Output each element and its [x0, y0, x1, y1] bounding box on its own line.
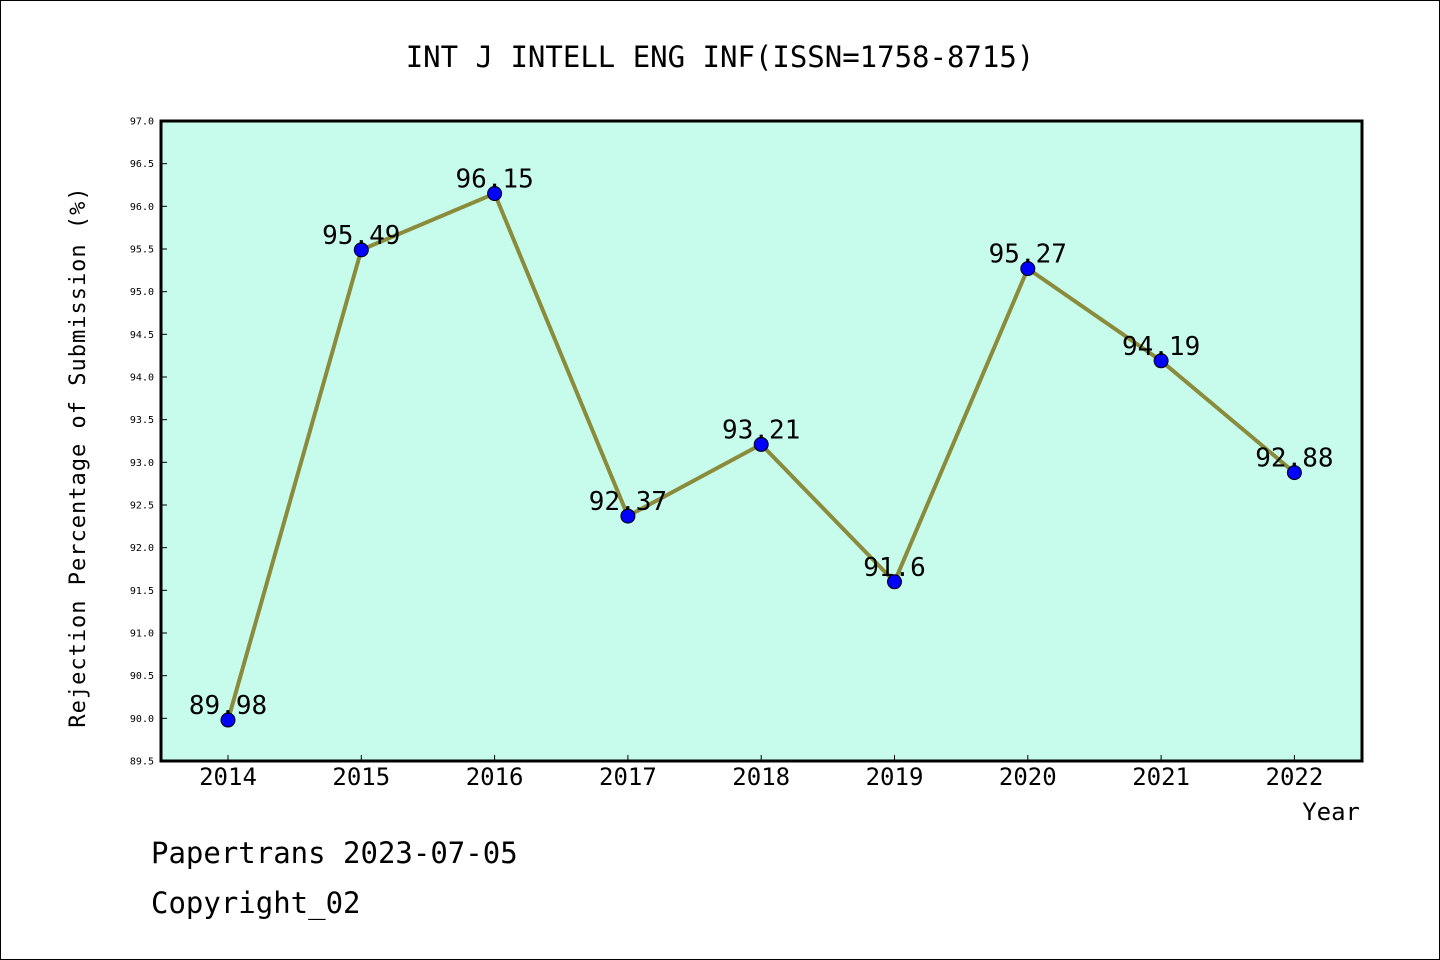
data-label: 94.19 [1122, 332, 1200, 362]
data-label: 92.37 [589, 487, 667, 517]
x-tick-label: 2020 [999, 763, 1057, 791]
y-tick-label: 90.0 [130, 714, 154, 725]
y-axis: 89.5 90.0 90.5 91.0 91.5 92.0 92.5 93.0 93.5 94.0… [130, 117, 167, 768]
y-tick-label: 93.5 [130, 415, 154, 426]
y-tick-label: 90.5 [130, 671, 154, 682]
chart-title: INT J INTELL ENG INF(ISSN=1758-8715) [406, 40, 1035, 74]
data-point-marker [220, 712, 236, 728]
y-tick-label: 95.5 [130, 245, 154, 256]
x-tick-label: 2016 [466, 763, 524, 791]
data-point-marker [620, 508, 636, 524]
x-tick-label: 2015 [332, 763, 390, 791]
x-axis: 2014 2015 2016 2017 2018 2019 2020 2021 2022 [199, 755, 1323, 791]
footer-date-line: Papertrans 2023-07-05 [151, 836, 518, 870]
y-tick-label: 96.5 [130, 159, 154, 170]
footer-copyright-line: Copyright_02 [151, 886, 361, 920]
y-tick-label: 96.0 [130, 202, 154, 213]
data-label: 89.98 [189, 691, 267, 721]
y-tick-label: 92.0 [130, 543, 154, 554]
x-tick-label: 2017 [599, 763, 657, 791]
data-labels: 89.98 95.49 96.15 92.37 93.21 91.6 95.27 94.19 9… [189, 165, 1334, 722]
x-tick-label: 2018 [732, 763, 790, 791]
x-axis-label: Year [1302, 798, 1360, 826]
data-point-marker [1153, 353, 1169, 369]
x-tick-label: 2021 [1132, 763, 1190, 791]
x-tick-label: 2014 [199, 763, 257, 791]
data-point-marker [753, 436, 769, 452]
data-point-marker [353, 242, 369, 258]
y-tick-label: 91.5 [130, 586, 154, 597]
y-tick-label: 94.5 [130, 330, 154, 341]
data-label: 96.15 [455, 165, 533, 195]
x-tick-label: 2019 [866, 763, 924, 791]
data-label: 93.21 [722, 415, 800, 445]
y-tick-label: 94.0 [130, 373, 154, 384]
y-tick-label: 93.0 [130, 458, 154, 469]
data-label: 92.88 [1255, 444, 1333, 474]
data-markers [220, 186, 1302, 728]
y-tick-label: 91.0 [130, 629, 154, 640]
y-tick-label: 95.0 [130, 287, 154, 298]
data-point-marker [887, 574, 902, 590]
data-point-marker [487, 186, 503, 202]
data-point-marker [1286, 465, 1302, 481]
y-axis-label: Rejection Percentage of Submission (%) [66, 186, 91, 727]
data-label: 95.49 [322, 221, 400, 251]
y-tick-label: 89.5 [130, 757, 154, 768]
data-point-marker [1020, 261, 1036, 277]
x-tick-label: 2022 [1266, 763, 1324, 791]
y-tick-label: 97.0 [130, 117, 154, 128]
data-label: 95.27 [989, 240, 1067, 270]
data-label: 91.6 [863, 553, 926, 583]
y-tick-label: 92.5 [130, 501, 154, 512]
